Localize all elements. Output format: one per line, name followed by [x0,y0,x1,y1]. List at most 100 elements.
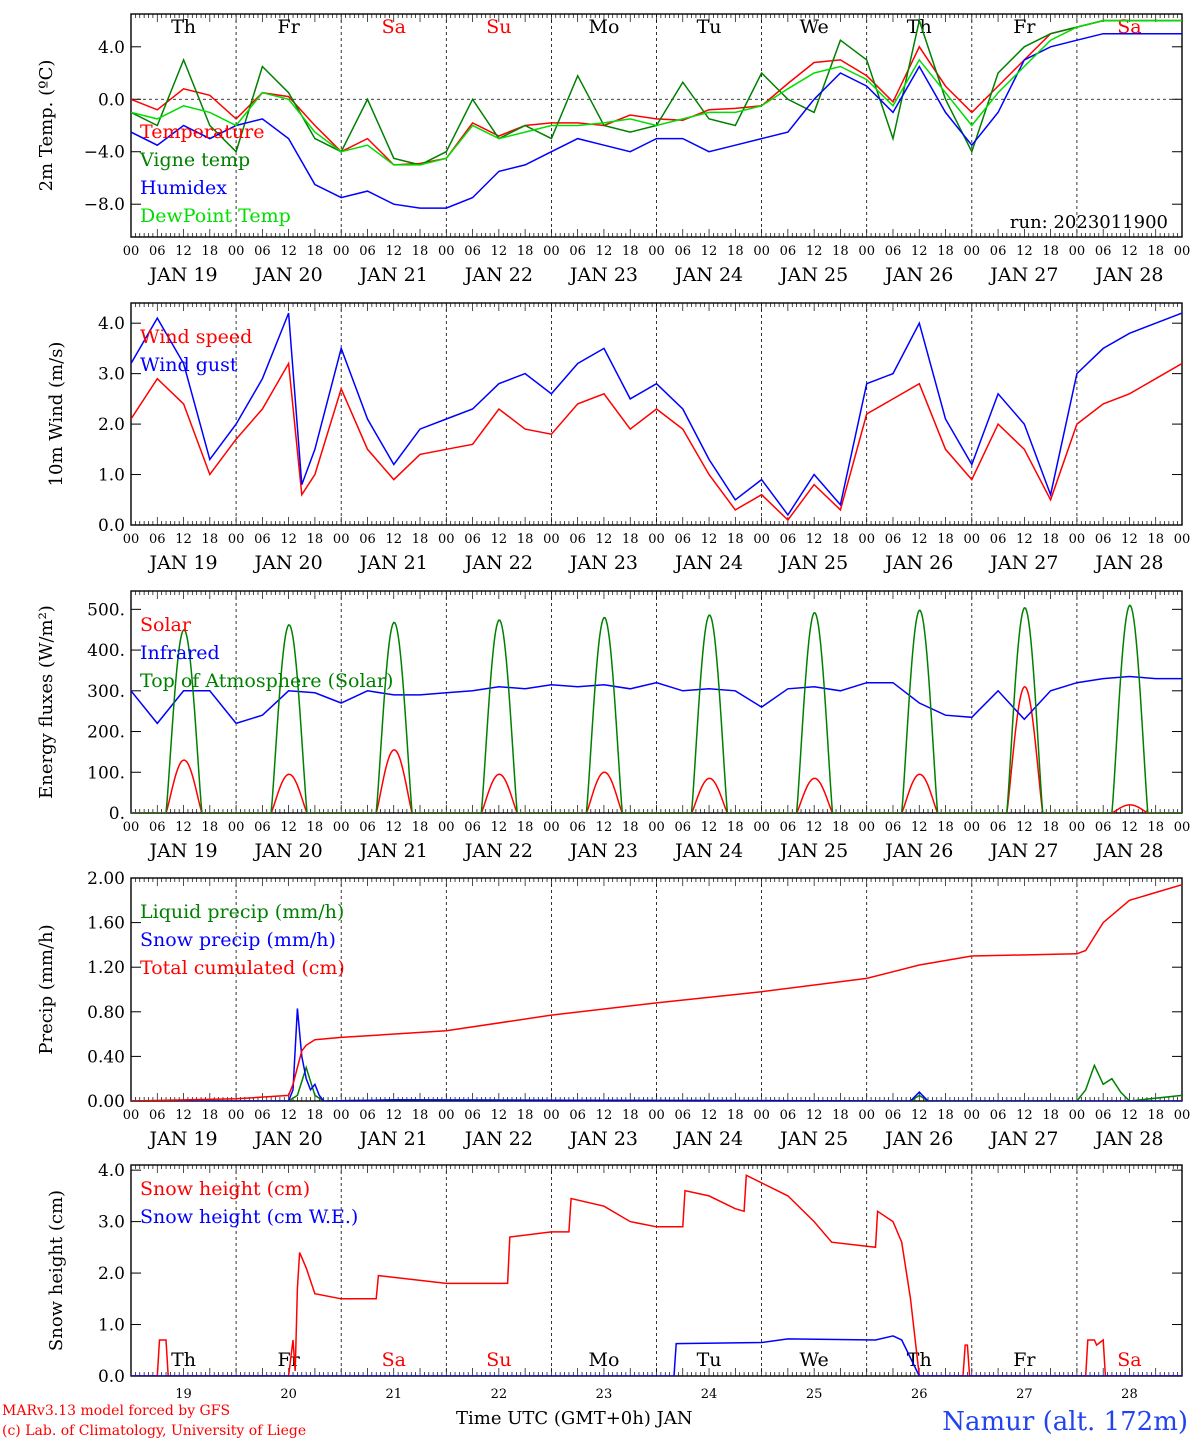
x-date-label: JAN 22 [463,552,533,574]
x-hour-label: 12 [1016,820,1033,835]
y-axis-label: Snow height (cm) [46,1190,67,1351]
x-hour-label: 06 [675,244,692,259]
series-group [131,312,1182,522]
x-hour-label: 12 [911,244,928,259]
x-hour-label: 18 [1147,244,1164,259]
x-hour-label: 06 [254,1108,271,1123]
x-hour-label: 12 [491,532,508,547]
x-hour-label: 00 [1069,244,1086,259]
x-hour-label: 06 [569,1108,586,1123]
legend-entry: Temperature [140,121,264,143]
x-hour-label: 12 [596,820,613,835]
x-hour-label: 00 [123,820,140,835]
weekday-label: Sa [1117,1349,1141,1371]
x-hour-label: 12 [806,1108,823,1123]
x-hour-label: 06 [464,820,481,835]
y-axis-label: Precip (mm/h) [36,924,57,1054]
weekday-label: Th [171,16,196,38]
x-hour-label: 12 [1121,244,1138,259]
x-hour-label: 00 [753,820,770,835]
x-hour-label: 18 [727,820,744,835]
y-tick-label: 2.0 [98,1264,125,1284]
x-hour-label: 12 [1121,532,1138,547]
x-hour-label: 12 [1016,532,1033,547]
weekday-label: Fr [1013,1349,1036,1371]
x-date-label: JAN 27 [988,552,1058,574]
weekday-label: Su [486,1349,511,1371]
y-tick-label: 4.0 [98,38,125,58]
x-hour-label: 00 [648,820,665,835]
x-hour-label: 12 [806,532,823,547]
x-hour-label: 12 [175,532,192,547]
weekday-label: Sa [1117,16,1141,38]
x-hour-label: 00 [753,1108,770,1123]
panel-temperature: 4.0 0.0 −4.0 −8.0 2m Temp. (ºC) 00 06 12 18 JAN 1… [36,13,1190,286]
series-line-dewpoint-temp [131,19,1182,166]
y-tick-label: 200. [87,723,125,743]
x-hour-label: 18 [412,532,429,547]
x-hour-label: 18 [832,532,849,547]
x-hour-label: 06 [464,1108,481,1123]
weekday-label: We [800,16,829,38]
x-hour-label: 00 [858,244,875,259]
x-hour-label: 06 [780,244,797,259]
x-hour-label: 00 [438,820,455,835]
x-date-label: JAN 20 [253,264,323,286]
weekday-label: Fr [278,16,301,38]
x-hour-label: 18 [517,532,534,547]
x-hour-label: 12 [280,820,297,835]
x-hour-label: 18 [622,532,639,547]
y-tick-label: 1.60 [87,914,125,934]
y-tick-label: 4.0 [98,1161,125,1181]
x-hour-label: 12 [280,244,297,259]
x-hour-label: 00 [858,1108,875,1123]
weekday-label: Mo [588,16,619,38]
panel-wind: 4.0 3.0 2.0 1.0 0.0 10m Wind (m/s) 00 06 12 18 JAN… [46,302,1190,574]
weekday-label: Mo [588,1349,619,1371]
weekday-label: Tu [697,16,722,38]
x-hour-label: 18 [517,1108,534,1123]
x-hour-label: 06 [675,532,692,547]
y-tick-label: 3.0 [98,1213,125,1233]
x-hour-label: 18 [937,532,954,547]
legend-entry: Snow height (cm W.E.) [140,1206,358,1228]
x-date-label: JAN 23 [568,840,638,862]
x-hour-label: 00 [543,532,560,547]
x-date-label: JAN 21 [358,840,428,862]
x-hour-label: 00 [123,244,140,259]
x-hour-label: 18 [832,820,849,835]
x-hour-label: 00 [1174,1108,1191,1123]
x-hour-label: 06 [149,244,166,259]
x-hour-label: 18 [517,820,534,835]
x-hour-label: 00 [858,532,875,547]
panel-energy: 500. 400. 300. 200. 100. 0. Energy fluxes (W/m… [36,590,1191,862]
y-axis-label: 10m Wind (m/s) [46,342,67,487]
x-hour-label: 00 [753,532,770,547]
x-date-label: JAN 28 [1093,1128,1163,1150]
x-hour-label: 00 [1069,532,1086,547]
legend-entry: Wind gust [140,354,238,376]
x-hour-label: 00 [1174,820,1191,835]
x-date-label: JAN 28 [1093,552,1163,574]
legend-entry: Vigne temp [139,149,250,171]
x-hour-label: 12 [596,1108,613,1123]
x-hour-label: 06 [464,532,481,547]
x-hour-label: 00 [123,532,140,547]
legend-entry: Solar [140,614,192,636]
x-hour-label: 06 [885,1108,902,1123]
x-date-label: JAN 22 [463,840,533,862]
x-hour-label: 12 [911,820,928,835]
x-hour-label: 00 [333,244,350,259]
weekday-label: Th [171,1349,196,1371]
x-day-number: 28 [1121,1387,1138,1402]
x-hour-label: 12 [1121,1108,1138,1123]
x-hour-label: 06 [254,820,271,835]
y-tick-label: 500. [87,600,125,620]
weekday-label: We [800,1349,829,1371]
legend-entry: Snow precip (mm/h) [140,929,336,951]
x-hour-label: 12 [806,244,823,259]
x-hour-label: 06 [464,244,481,259]
x-hour-label: 12 [175,244,192,259]
y-tick-label: 1.0 [98,466,125,486]
x-date-label: JAN 27 [988,1128,1058,1150]
